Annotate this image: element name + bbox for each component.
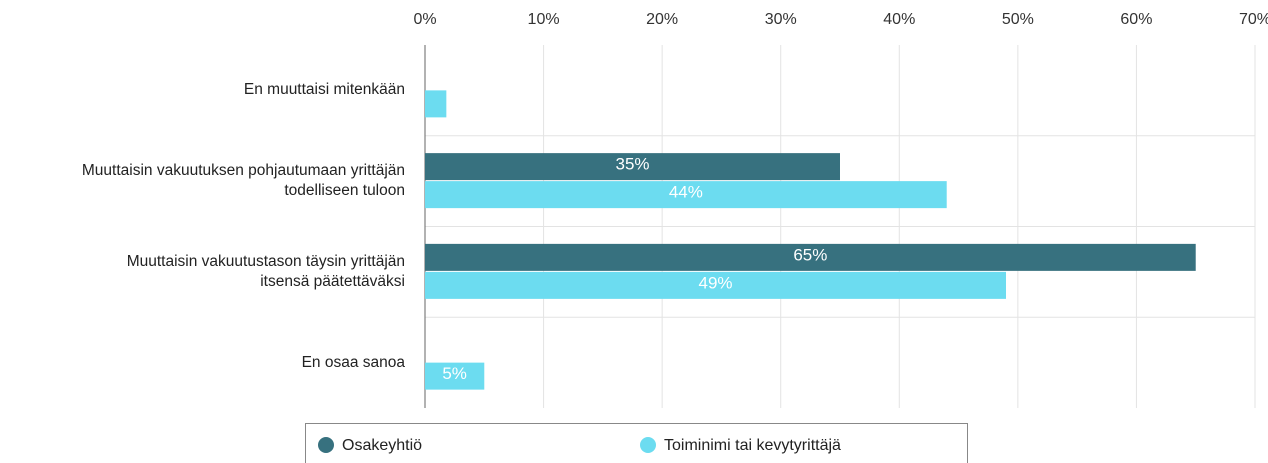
legend-box [305,423,968,463]
x-tick-label: 30% [765,11,797,28]
bar [425,243,1196,271]
value-label: 44% [669,183,703,202]
x-tick-label: 50% [1002,11,1034,28]
legend-swatch [640,437,656,453]
legend-label: Toiminimi tai kevytyrittäjä [664,437,841,454]
category-label: En osaa sanoa [301,353,405,371]
x-tick-label: 40% [883,11,915,28]
bar [425,181,947,209]
legend-label: Osakeyhtiö [342,437,422,454]
bar [425,90,447,118]
bar [425,153,840,181]
x-tick-label: 20% [646,11,678,28]
value-label: 49% [698,273,732,292]
x-tick-label: 0% [413,11,436,28]
legend-swatch [318,437,334,453]
category-label: Muuttaisin vakuutustason täysin yrittäjä… [126,252,405,290]
value-label: 65% [793,245,827,264]
x-tick-label: 70% [1239,11,1268,28]
bar [425,271,1006,299]
x-tick-label: 10% [528,11,560,28]
category-label: En muuttaisi mitenkään [243,81,405,99]
value-label: 35% [615,155,649,174]
x-tick-label: 60% [1120,11,1152,28]
category-label: Muuttaisin vakuutuksen pohjautumaan yrit… [81,162,405,200]
bar [425,362,485,390]
value-label: 5% [442,364,467,383]
